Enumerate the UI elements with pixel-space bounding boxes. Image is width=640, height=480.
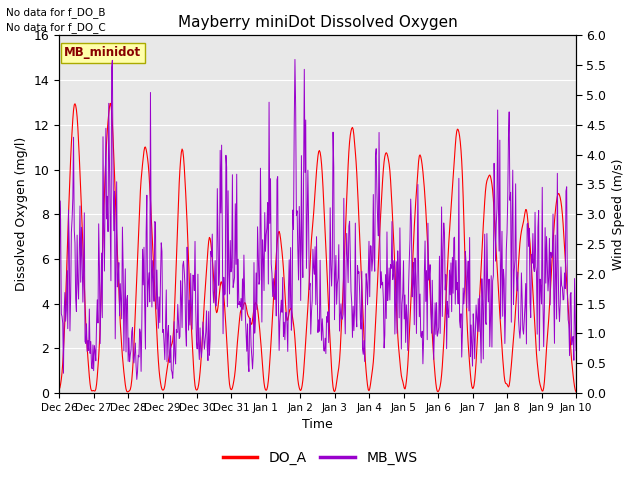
Title: Mayberry miniDot Dissolved Oxygen: Mayberry miniDot Dissolved Oxygen bbox=[178, 15, 458, 30]
Text: No data for f_DO_C: No data for f_DO_C bbox=[6, 22, 106, 33]
Legend: DO_A, MB_WS: DO_A, MB_WS bbox=[217, 445, 423, 471]
X-axis label: Time: Time bbox=[302, 419, 333, 432]
Text: No data for f_DO_B: No data for f_DO_B bbox=[6, 7, 106, 18]
Text: MB_minidot: MB_minidot bbox=[65, 46, 141, 59]
Y-axis label: Wind Speed (m/s): Wind Speed (m/s) bbox=[612, 158, 625, 270]
Y-axis label: Dissolved Oxygen (mg/l): Dissolved Oxygen (mg/l) bbox=[15, 137, 28, 291]
